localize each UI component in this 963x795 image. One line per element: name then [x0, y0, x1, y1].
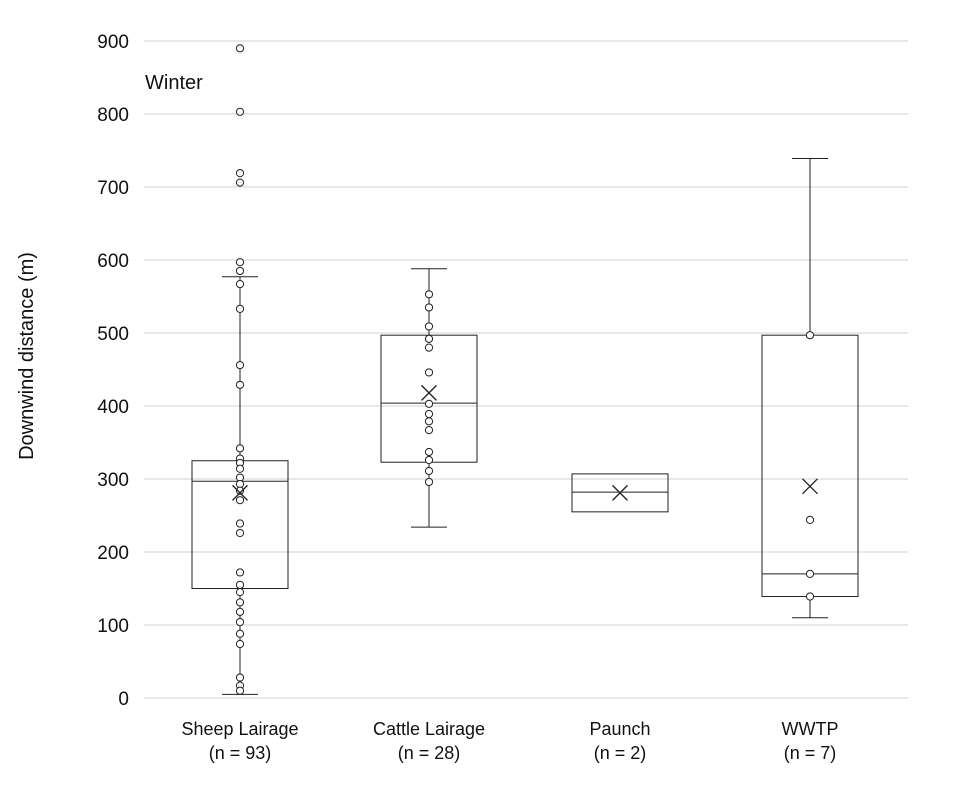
box-group: [761, 158, 859, 619]
season-annotation: Winter: [145, 72, 203, 94]
data-point: [235, 607, 245, 616]
data-point: [235, 598, 245, 607]
data-point: [235, 519, 245, 528]
mean-marker: [232, 484, 248, 501]
y-axis-ticks: 0 100 200 300 400 500 600 700 800 900: [97, 32, 129, 710]
data-point: [235, 380, 245, 389]
data-point: [424, 477, 434, 487]
category-label: WWTP: [782, 719, 839, 739]
category-label: Paunch: [589, 719, 650, 739]
data-point: [235, 178, 245, 187]
data-point: [235, 107, 245, 116]
data-point: [235, 686, 245, 695]
mean-marker: [421, 384, 437, 401]
data-point: [424, 466, 434, 476]
data-point: [235, 279, 245, 289]
data-point: [805, 515, 815, 524]
data-point: [424, 322, 434, 331]
data-point: [805, 331, 815, 340]
data-point: [235, 44, 245, 53]
box-group: [380, 268, 478, 528]
data-point: [424, 447, 434, 457]
y-tick-label: 200: [97, 543, 129, 564]
data-point: [235, 629, 245, 638]
box: [571, 473, 669, 513]
data-point: [424, 409, 434, 419]
data-point: [424, 290, 434, 299]
box-group: [191, 44, 289, 695]
category-count-label: (n = 28): [398, 743, 461, 763]
data-point: [235, 361, 245, 370]
y-tick-label: 900: [97, 32, 129, 53]
y-tick-label: 500: [97, 324, 129, 345]
data-point: [235, 673, 245, 682]
data-point: [424, 417, 434, 426]
category-label: Cattle Lairage: [373, 719, 485, 739]
box: [761, 334, 859, 598]
data-point: [235, 486, 245, 495]
data-point: [235, 464, 245, 473]
data-point: [235, 639, 245, 649]
data-point: [235, 568, 245, 577]
data-point: [235, 588, 245, 597]
data-point: [235, 266, 245, 276]
data-point: [424, 455, 434, 465]
data-point: [424, 343, 434, 352]
y-tick-label: 300: [97, 470, 129, 491]
data-point: [235, 258, 245, 267]
data-point: [235, 444, 245, 453]
y-axis-title: Downwind distance (m): [16, 252, 38, 460]
data-point: [424, 334, 434, 343]
y-tick-label: 700: [97, 178, 129, 199]
data-point: [424, 425, 434, 435]
boxes: [191, 44, 859, 695]
y-tick-label: 400: [97, 397, 129, 418]
y-tick-label: 0: [118, 689, 129, 710]
data-point: [424, 399, 434, 408]
data-point: [235, 169, 245, 178]
data-point: [235, 580, 245, 589]
data-point: [235, 304, 245, 314]
data-point: [235, 496, 245, 505]
category-label: Sheep Lairage: [181, 719, 298, 739]
x-axis-categories: Sheep Lairage (n = 93) Cattle Lairage (n = …: [181, 719, 838, 763]
data-point: [805, 592, 815, 601]
box: [380, 334, 478, 463]
data-point: [424, 303, 434, 312]
y-tick-label: 800: [97, 105, 129, 126]
data-point: [424, 368, 434, 377]
y-tick-label: 600: [97, 251, 129, 272]
category-count-label: (n = 2): [594, 743, 647, 763]
box-group: [571, 473, 669, 513]
mean-marker: [802, 478, 818, 495]
category-count-label: (n = 93): [209, 743, 272, 763]
data-point: [235, 528, 245, 538]
mean-marker: [612, 484, 628, 501]
category-count-label: (n = 7): [784, 743, 837, 763]
data-point: [235, 617, 245, 627]
data-point: [805, 569, 815, 579]
gridlines: [144, 40, 908, 699]
y-tick-label: 100: [97, 616, 129, 637]
